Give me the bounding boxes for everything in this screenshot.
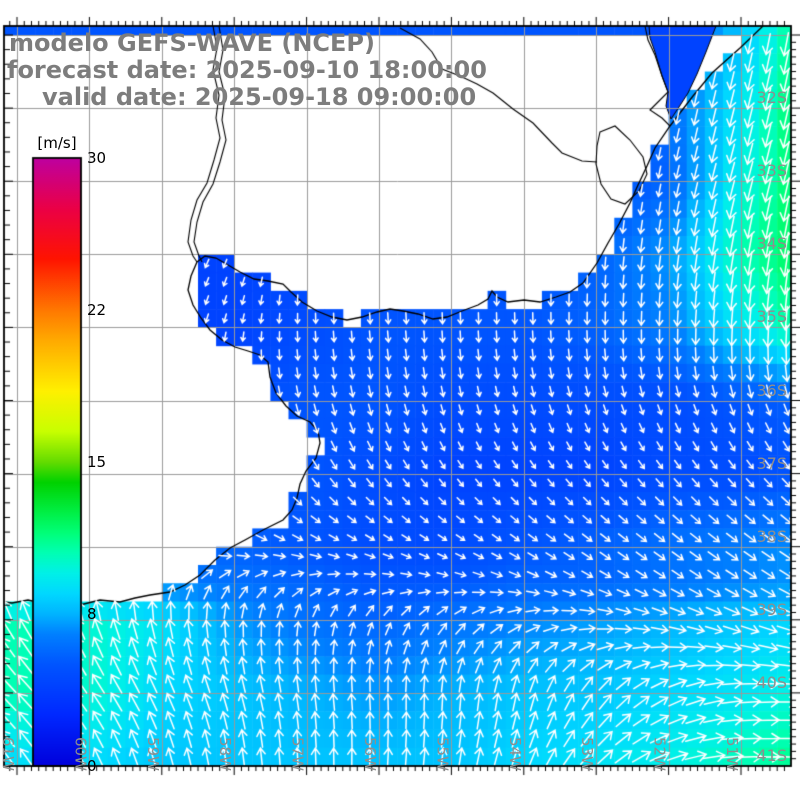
map-canvas (0, 0, 800, 800)
wave-forecast-figure: modelo GEFS-WAVE (NCEP) forecast date: 2… (0, 0, 800, 800)
